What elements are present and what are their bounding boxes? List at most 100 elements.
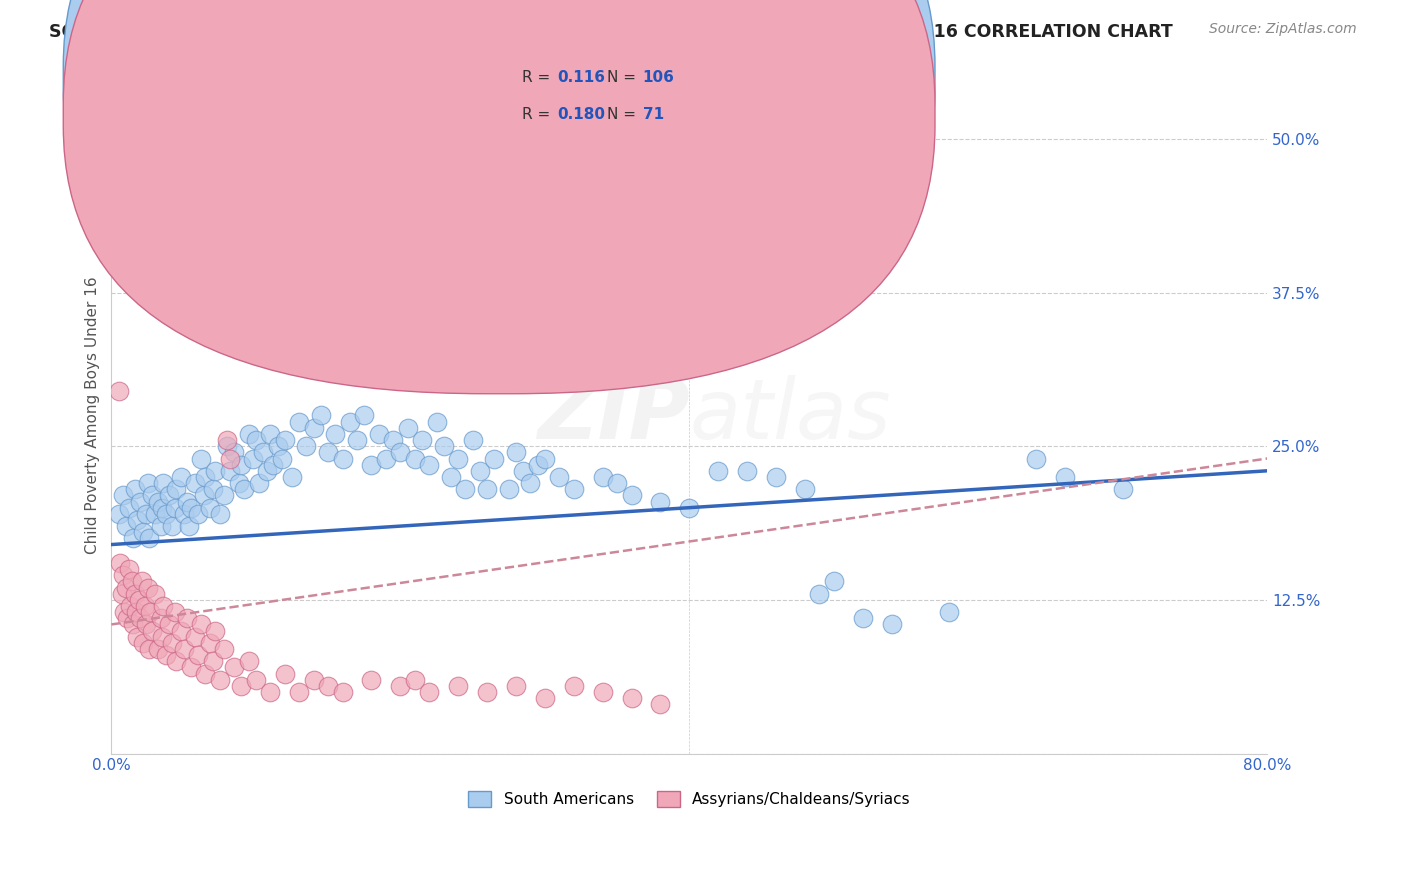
Point (152, 599, 174, 613)
Point (389, 679, 412, 693)
Point (194, 470, 217, 484)
Text: 106: 106 (643, 70, 675, 85)
Point (150, 630, 173, 644)
Text: R =: R = (522, 107, 555, 122)
Point (262, 458, 284, 472)
Point (146, 494, 169, 508)
Point (224, 445, 246, 459)
Point (132, 525, 155, 540)
Point (143, 587, 166, 601)
Point (274, 666, 297, 681)
Point (316, 445, 339, 459)
Point (190, 451, 212, 466)
Point (115, 519, 138, 533)
Point (411, 433, 433, 447)
Point (108, 556, 131, 570)
Point (152, 476, 174, 491)
Point (127, 630, 149, 644)
Text: 0.116: 0.116 (557, 70, 605, 85)
Point (165, 482, 187, 496)
Point (332, 451, 354, 466)
Point (149, 611, 172, 625)
Point (678, 500, 700, 515)
Text: R =: R = (522, 70, 555, 85)
Point (1112, 482, 1135, 496)
Point (138, 642, 160, 657)
Point (139, 605, 162, 619)
Text: N =: N = (607, 107, 641, 122)
Point (132, 636, 155, 650)
Point (135, 617, 157, 632)
Point (157, 488, 180, 502)
Point (184, 476, 207, 491)
Text: 0.180: 0.180 (557, 107, 605, 122)
Point (201, 482, 224, 496)
Point (173, 642, 195, 657)
Y-axis label: Child Poverty Among Boys Under 16: Child Poverty Among Boys Under 16 (86, 277, 100, 554)
Point (707, 464, 730, 478)
Point (124, 587, 146, 601)
Text: N =: N = (607, 70, 641, 85)
Point (808, 587, 831, 601)
Point (505, 445, 527, 459)
Point (360, 673, 382, 687)
Point (215, 439, 238, 453)
Point (374, 451, 396, 466)
Point (735, 464, 758, 478)
Legend: South Americans, Assyrians/Chaldeans/Syriacs: South Americans, Assyrians/Chaldeans/Syr… (463, 785, 917, 814)
Point (112, 605, 135, 619)
Point (160, 636, 183, 650)
Point (124, 482, 146, 496)
Point (526, 458, 548, 472)
Point (117, 611, 139, 625)
Point (115, 581, 138, 595)
Point (1054, 470, 1077, 484)
Point (125, 605, 148, 619)
Point (180, 500, 202, 515)
Point (180, 660, 202, 674)
Point (346, 433, 368, 447)
Point (111, 568, 134, 582)
Point (179, 519, 201, 533)
Point (823, 574, 845, 589)
Point (224, 660, 246, 674)
Point (219, 451, 242, 466)
Point (128, 592, 150, 607)
Point (389, 445, 412, 459)
Point (548, 470, 571, 484)
Point (360, 458, 382, 472)
Point (309, 409, 332, 423)
Point (367, 426, 389, 441)
Point (201, 654, 224, 668)
Point (534, 451, 557, 466)
Point (157, 617, 180, 632)
Point (281, 470, 304, 484)
Point (332, 685, 354, 699)
Text: Source: ZipAtlas.com: Source: ZipAtlas.com (1209, 22, 1357, 37)
Point (302, 421, 325, 435)
Point (242, 451, 264, 466)
Point (215, 433, 238, 447)
Point (208, 507, 231, 521)
Point (150, 500, 173, 515)
Point (143, 507, 166, 521)
Point (111, 488, 134, 502)
Point (1025, 451, 1047, 466)
Point (562, 482, 585, 496)
Point (120, 599, 142, 613)
Point (794, 482, 817, 496)
Point (765, 470, 787, 484)
Point (110, 587, 132, 601)
Point (131, 574, 153, 589)
Point (606, 476, 628, 491)
Point (129, 494, 152, 508)
Point (534, 691, 557, 706)
Point (245, 673, 267, 687)
Point (212, 642, 235, 657)
Point (592, 685, 614, 699)
Point (208, 673, 231, 687)
Point (266, 439, 288, 453)
Point (127, 513, 149, 527)
Point (447, 679, 470, 693)
Point (187, 507, 209, 521)
